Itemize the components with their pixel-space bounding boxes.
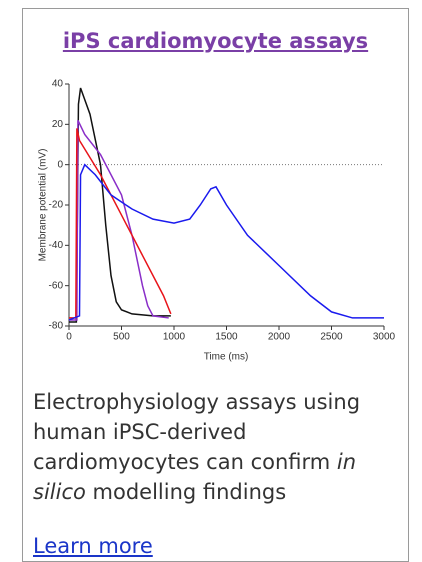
card-title[interactable]: iPS cardiomyocyte assays: [62, 29, 369, 53]
learn-more-link[interactable]: Learn more: [33, 534, 153, 558]
text-italic: in silico: [33, 450, 357, 504]
trace: [69, 87, 171, 323]
x-tick-label: 0: [66, 332, 72, 343]
y-tick-label: -20: [49, 200, 64, 211]
x-tick-label: 500: [113, 332, 130, 343]
y-tick-label: -40: [49, 240, 64, 251]
y-tick-label: -60: [49, 280, 64, 291]
y-tick-label: 40: [52, 79, 64, 90]
trace: [68, 163, 384, 321]
x-tick-label: 1000: [163, 332, 186, 343]
x-tick-label: 2000: [268, 332, 291, 343]
x-tick-label: 1500: [215, 332, 238, 343]
chart: Membrane potential (mV) Time (ms) -80 -60…: [38, 79, 396, 363]
trace: [69, 128, 172, 319]
text: modelling findings: [85, 480, 287, 504]
text: Electrophysiology assays using human iPS…: [33, 390, 361, 474]
trace: [69, 119, 169, 321]
y-axis-label: Membrane potential (mV): [38, 149, 49, 262]
x-axis-label: Time (ms): [204, 352, 249, 363]
card: iPS cardiomyocyte assays Membrane potent…: [22, 8, 409, 562]
y-tick-label: 20: [52, 119, 64, 130]
y-tick-label: 0: [57, 159, 63, 170]
x-tick-label: 2500: [320, 332, 343, 343]
y-tick-label: -80: [49, 321, 64, 332]
x-tick-label: 3000: [373, 332, 396, 343]
description: Electrophysiology assays using human iPS…: [33, 387, 403, 507]
